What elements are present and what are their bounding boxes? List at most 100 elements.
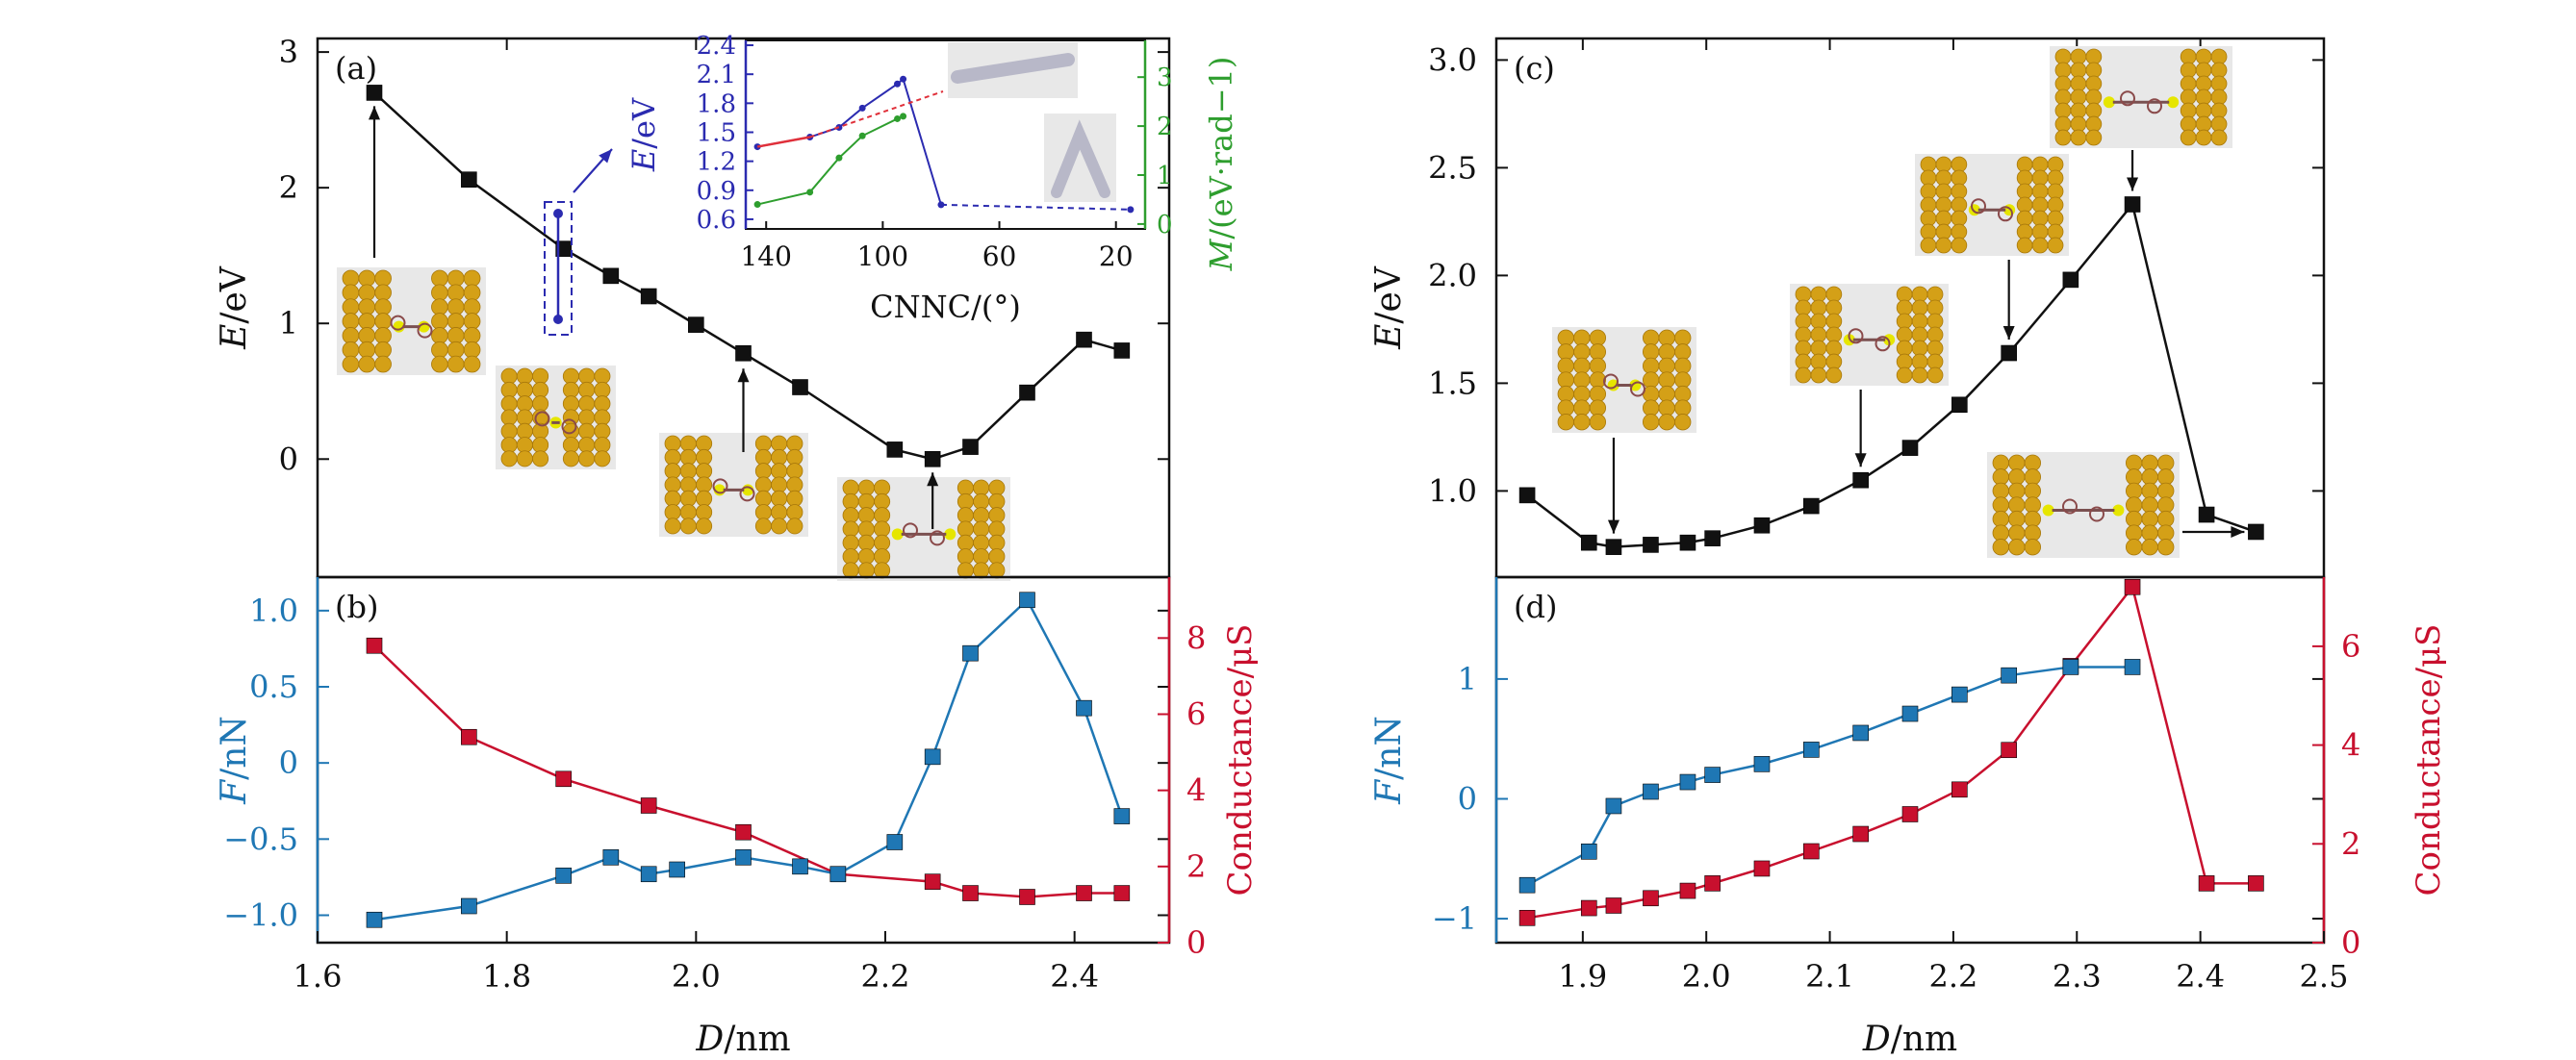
panel-b-force-point	[829, 866, 847, 883]
panel-c-molecule-3-gold-atom	[1951, 196, 1968, 214]
panel-d-force-point	[2124, 659, 2141, 675]
panel-a-arrow-4-head	[927, 472, 939, 487]
panel-a-molecule-2-gold-atom	[516, 450, 533, 467]
panel-a-molecule-1-gold-atom	[374, 284, 392, 302]
panel-b-force-point	[555, 868, 572, 884]
panel-c-molecule-1-gold-atom	[1573, 357, 1591, 375]
panel-c-molecule-3-gold-atom	[1951, 183, 1968, 200]
panel-c-molecule-3-gold-atom	[1935, 210, 1952, 227]
panel-c-molecule-1-gold-atom	[1557, 329, 1574, 346]
panel-c-molecule-2-gold-atom	[1825, 340, 1843, 357]
panel-a-molecule-2-gold-atom	[578, 367, 596, 385]
panel-a-energy-point	[555, 240, 572, 257]
panel-a-molecule-4-gold-atom	[988, 534, 1006, 551]
inset-xtick-label: 100	[857, 240, 908, 272]
panel-c-molecule-4-gold-atom	[2195, 115, 2212, 133]
panel-a-molecule-2-gold-atom	[594, 381, 611, 398]
panel-b-ytick-label: −1.0	[223, 897, 298, 934]
panel-c-molecule-4-sulfur	[2103, 96, 2115, 109]
panel-b-ylabel-part: F	[215, 778, 254, 805]
inset-energy-point	[900, 75, 907, 83]
panel-a-molecule-2-gold-atom	[516, 395, 533, 413]
panel-c-molecule-4-gold-atom	[2070, 88, 2087, 106]
panel-c-molecule-2-gold-atom	[1810, 340, 1827, 357]
panel-a-molecule-3-ring	[712, 478, 728, 494]
panel-c-molecule-1-gold-atom	[1573, 371, 1591, 389]
panel-c-label: (c)	[1514, 50, 1555, 87]
panel-c-molecule-3-gold-atom	[2031, 169, 2049, 187]
panel-d-conductance-point	[2248, 875, 2264, 892]
panel-a-molecule-4-gold-atom	[973, 520, 990, 538]
panel-a-molecule-1-gold-atom	[374, 269, 392, 288]
panel-a-molecule-3-gold-atom	[771, 490, 788, 507]
panel-c-molecule-4-gold-atom	[2070, 102, 2087, 119]
panel-a-molecule-1-gold-atom	[446, 298, 465, 315]
panel-b-conductance-point	[461, 728, 477, 745]
panel-a-molecule-3-gold-atom	[696, 504, 713, 521]
panel-c-molecule-2-gold-atom	[1926, 299, 1944, 316]
panel-a-molecule-2-gold-atom	[500, 367, 518, 385]
panel-c-molecule-4-gold-atom	[2180, 88, 2197, 106]
panel-c-molecule-3-gold-atom	[1951, 210, 1968, 227]
panel-c-molecule-4-gold-atom	[2195, 88, 2212, 106]
panel-c-molecule-1-gold-atom	[1589, 343, 1607, 361]
panel-a-molecule-3-gold-atom	[754, 448, 772, 466]
panel-c-molecule-2-gold-atom	[1825, 313, 1843, 330]
panel-a-molecule-4-gold-atom	[956, 548, 974, 566]
panel-a-energy-point	[792, 379, 808, 395]
panel-c-molecule-1-gold-atom	[1658, 357, 1675, 375]
panel-a-molecule-4-gold-atom	[842, 548, 859, 566]
panel-c-molecule-1-gold-atom	[1642, 329, 1660, 346]
panel-a-energy-point	[924, 450, 941, 467]
panel-c-molecule-4-gold-atom	[2054, 88, 2072, 106]
panel-c-energy-point	[1704, 530, 1721, 546]
panel-c-molecule-1-gold-atom	[1589, 414, 1607, 431]
panel-a-molecule-3-gold-atom	[754, 517, 772, 535]
panel-d-y2tick-label: 6	[2341, 628, 2360, 665]
panel-a-molecule-4-gold-atom	[956, 534, 974, 551]
inset-moment-point	[894, 114, 902, 122]
panel-d-force-point	[2001, 667, 2017, 684]
panel-c-molecule-3-gold-atom	[1920, 156, 1937, 173]
panel-c-molecule-4-gold-atom	[2210, 62, 2228, 79]
panel-c-ytick-label: 1.0	[1428, 472, 1477, 509]
panel-a-molecule-2-gold-atom	[578, 409, 596, 426]
panel-a-molecule-1-gold-atom	[342, 355, 360, 373]
panel-c-molecule-1-gold-atom	[1642, 371, 1660, 389]
panel-c-energy-point	[1803, 497, 1820, 515]
panel-a-molecule-1-gold-atom	[358, 284, 376, 302]
panel-a-molecule-4-gold-atom	[956, 507, 974, 524]
panel-c-ylabel-part: E	[1369, 324, 1409, 350]
panel-c-molecule-4-gold-atom	[2070, 115, 2087, 133]
panel-c-molecule-1-gold-atom	[1557, 385, 1574, 403]
panel-a-molecule-3-gold-atom	[771, 463, 788, 480]
panel-c-molecule-3-gold-atom	[1951, 237, 1968, 254]
panel-c-molecule-1-gold-atom	[1658, 414, 1675, 431]
panel-a-molecule-2-gold-atom	[562, 367, 579, 385]
panel-c-molecule-3-gold-atom	[1920, 169, 1937, 187]
panel-a-molecule-1-gold-atom	[446, 269, 465, 288]
panel-a-molecule-4-gold-atom	[973, 548, 990, 566]
panel-c-molecule-1-gold-atom	[1557, 371, 1574, 389]
panel-c-molecule-2-gold-atom	[1896, 286, 1913, 303]
panel-a-molecule-2-gold-atom	[562, 395, 579, 413]
panel-a-molecule-1-gold-atom	[431, 341, 448, 359]
panel-c-molecule-5-gold-atom	[2125, 524, 2143, 542]
panel-a-molecule-1-gold-atom	[358, 327, 376, 344]
panel-c-molecule-2-gold-atom	[1896, 299, 1913, 316]
panel-c-molecule-1-gold-atom	[1674, 414, 1692, 431]
panel-c-molecule-3	[1915, 154, 2069, 256]
panel-d-conductance-point	[1518, 910, 1536, 926]
panel-a-molecule-4-gold-atom	[874, 479, 891, 496]
panel-b-y2tick-label: 8	[1186, 619, 1206, 656]
panel-c-energy-point	[1605, 539, 1622, 555]
panel-a-molecule-3-gold-atom	[771, 517, 788, 535]
panel-c-molecule-2-gold-atom	[1810, 313, 1827, 330]
panel-c-molecule-3-gold-atom	[1951, 223, 1968, 240]
panel-a-selection-dot	[553, 315, 563, 324]
panel-c-arrow-2-head	[1854, 453, 1867, 467]
panel-d-conductance-point	[1951, 781, 1968, 798]
panel-a-molecule-1-gold-atom	[374, 298, 392, 315]
panel-c-ytick-label: 1.5	[1428, 365, 1477, 401]
